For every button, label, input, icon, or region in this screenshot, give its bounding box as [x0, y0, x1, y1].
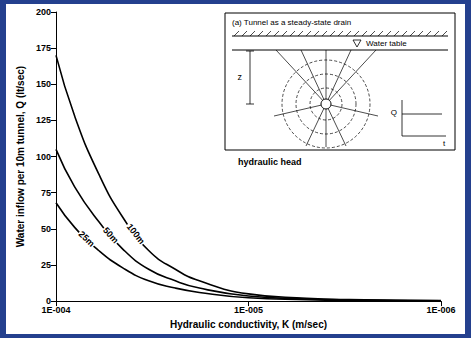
svg-text:z: z [238, 72, 243, 82]
svg-text:1E-005: 1E-005 [234, 305, 263, 315]
svg-text:150: 150 [36, 79, 51, 89]
svg-text:Hydraulic conductivity, K (m/s: Hydraulic conductivity, K (m/sec) [170, 319, 327, 330]
svg-text:t: t [443, 139, 446, 148]
svg-text:100: 100 [36, 152, 51, 162]
svg-text:100m: 100m [125, 222, 147, 246]
svg-text:1E-004: 1E-004 [41, 305, 70, 315]
svg-text:75: 75 [41, 188, 51, 198]
svg-text:hydraulic head: hydraulic head [238, 157, 302, 167]
svg-text:50m: 50m [101, 225, 120, 245]
svg-text:Water inflow per 10m tunnel, Q: Water inflow per 10m tunnel, Q (lt/sec) [15, 66, 26, 247]
svg-text:Water table: Water table [366, 39, 407, 48]
svg-text:175: 175 [36, 43, 51, 53]
svg-text:25: 25 [41, 260, 51, 270]
svg-text:1E-006: 1E-006 [426, 305, 455, 315]
svg-text:Q: Q [391, 108, 397, 117]
svg-text:0: 0 [46, 296, 51, 307]
svg-text:200: 200 [36, 7, 51, 17]
svg-text:(a) Tunnel as a steady-state d: (a) Tunnel as a steady-state drain [232, 18, 351, 27]
svg-text:25m: 25m [77, 229, 97, 249]
svg-text:125: 125 [36, 115, 51, 125]
svg-text:50: 50 [41, 224, 51, 234]
